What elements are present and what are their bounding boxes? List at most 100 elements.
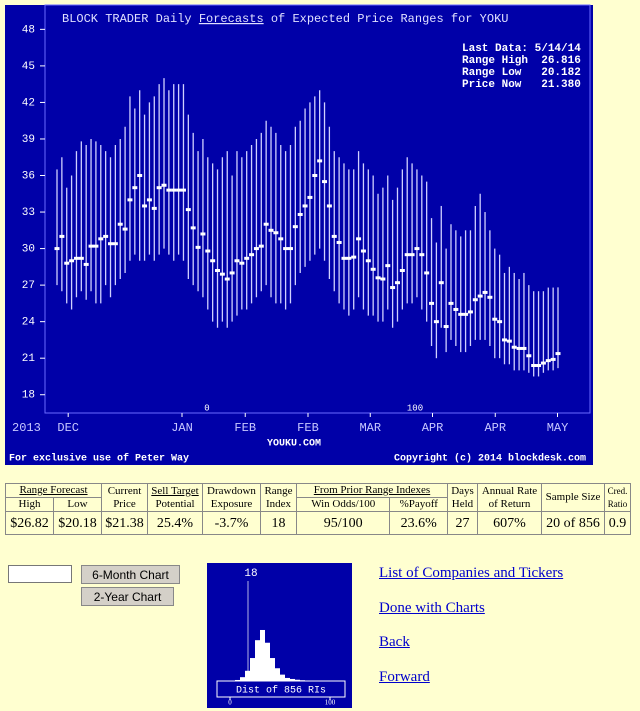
price-mark <box>516 346 522 350</box>
price-mark <box>69 259 75 263</box>
price-mark <box>336 240 342 244</box>
header: Annual Rate of Return <box>477 483 542 512</box>
price-mark <box>142 204 148 208</box>
price-mark <box>132 186 138 190</box>
link[interactable]: Forward <box>379 669 430 685</box>
y-tick-label: 42 <box>22 97 35 109</box>
cell: $21.38 <box>101 511 148 535</box>
price-mark <box>467 310 473 314</box>
price-mark <box>273 231 279 235</box>
price-mark <box>156 186 162 190</box>
price-mark <box>536 364 542 368</box>
button[interactable]: 6-Month Chart <box>81 565 180 584</box>
ticker-input[interactable] <box>8 565 72 583</box>
price-mark <box>307 195 313 199</box>
price-mark <box>394 281 400 285</box>
link[interactable]: Back <box>379 634 410 650</box>
header: Sell Target Potential <box>147 483 203 512</box>
price-mark <box>356 237 362 241</box>
hist-bar <box>275 668 280 681</box>
price-mark <box>224 277 230 281</box>
price-mark <box>545 359 551 363</box>
price-mark <box>64 261 70 265</box>
price-mark <box>497 320 503 324</box>
header-text: Sample Size <box>545 491 601 503</box>
price-mark <box>443 325 449 329</box>
button[interactable]: 2-Year Chart <box>81 587 174 606</box>
header: Range Forecast <box>5 483 102 498</box>
subheader: %Payoff <box>389 497 448 512</box>
header-text: Sell Target <box>151 484 199 497</box>
y-tick-label: 48 <box>22 24 35 36</box>
y-tick-label: 33 <box>22 207 35 219</box>
link[interactable]: List of Companies and Tickers <box>379 565 564 581</box>
header-text: Drawdown <box>207 484 256 497</box>
plot-frame <box>44 4 591 414</box>
price-mark <box>195 245 201 249</box>
price-mark <box>297 212 303 216</box>
price-mark <box>83 262 89 266</box>
price-mark <box>244 256 250 260</box>
price-mark <box>253 247 259 251</box>
price-mark <box>127 198 133 202</box>
info-text: Range Low 20.182 <box>462 67 581 79</box>
hist-bar <box>295 679 300 681</box>
link[interactable]: Done with Charts <box>379 600 485 616</box>
price-mark <box>302 204 308 208</box>
price-mark <box>200 232 206 236</box>
price-mark <box>312 174 318 178</box>
y-tick-label: 18 <box>22 390 35 402</box>
price-mark <box>331 234 337 238</box>
price-mark <box>409 253 415 257</box>
footer-left: For exclusive use of Peter Way <box>9 453 189 465</box>
header-text: Annual Rate <box>481 484 538 497</box>
chart-background <box>207 563 352 708</box>
price-mark <box>487 295 493 299</box>
price-mark <box>429 301 435 305</box>
price-mark <box>555 352 561 356</box>
price-mark <box>375 276 381 280</box>
x-tick-label: DEC <box>57 421 79 435</box>
price-mark <box>258 244 264 248</box>
price-mark <box>166 188 172 192</box>
price-mark <box>268 228 274 232</box>
title-part: of Expected Price Ranges for YOKU <box>271 12 509 26</box>
price-mark <box>239 261 245 265</box>
price-mark <box>414 247 420 251</box>
price-mark <box>98 237 104 241</box>
annotation: 0 <box>204 403 209 413</box>
hist-bar <box>300 680 305 681</box>
price-mark <box>385 264 391 268</box>
header-text: Price <box>113 497 136 510</box>
cell: -3.7% <box>202 511 261 535</box>
subheader: Low <box>53 497 102 512</box>
header-text: Range Forecast <box>19 484 88 496</box>
x-tick-label: FEB <box>297 421 319 435</box>
price-mark <box>283 247 289 251</box>
header-text: Exposure <box>210 497 253 510</box>
price-mark <box>78 256 84 260</box>
price-mark <box>531 364 537 368</box>
price-mark <box>176 188 182 192</box>
x-tick-label: MAY <box>547 421 569 435</box>
header: Drawdown Exposure <box>202 483 261 512</box>
info-text: Price Now 21.380 <box>462 79 581 91</box>
hist-bar <box>250 658 255 681</box>
price-mark <box>492 317 498 321</box>
price-mark <box>351 255 357 259</box>
y-tick-label: 39 <box>22 134 35 146</box>
ticker-label: YOUKU.COM <box>267 439 321 450</box>
hist-bar <box>235 679 240 681</box>
hist-bar <box>245 670 250 681</box>
price-mark <box>122 227 128 231</box>
price-mark <box>180 188 186 192</box>
cell: 18 <box>260 511 297 535</box>
price-mark <box>151 206 157 210</box>
forecast-table: Range Forecast Current Price Sell Target P… <box>5 483 631 535</box>
price-mark <box>210 259 216 263</box>
price-mark <box>472 298 478 302</box>
price-mark <box>234 259 240 263</box>
price-mark <box>278 237 284 241</box>
header-text: of Return <box>488 497 531 510</box>
